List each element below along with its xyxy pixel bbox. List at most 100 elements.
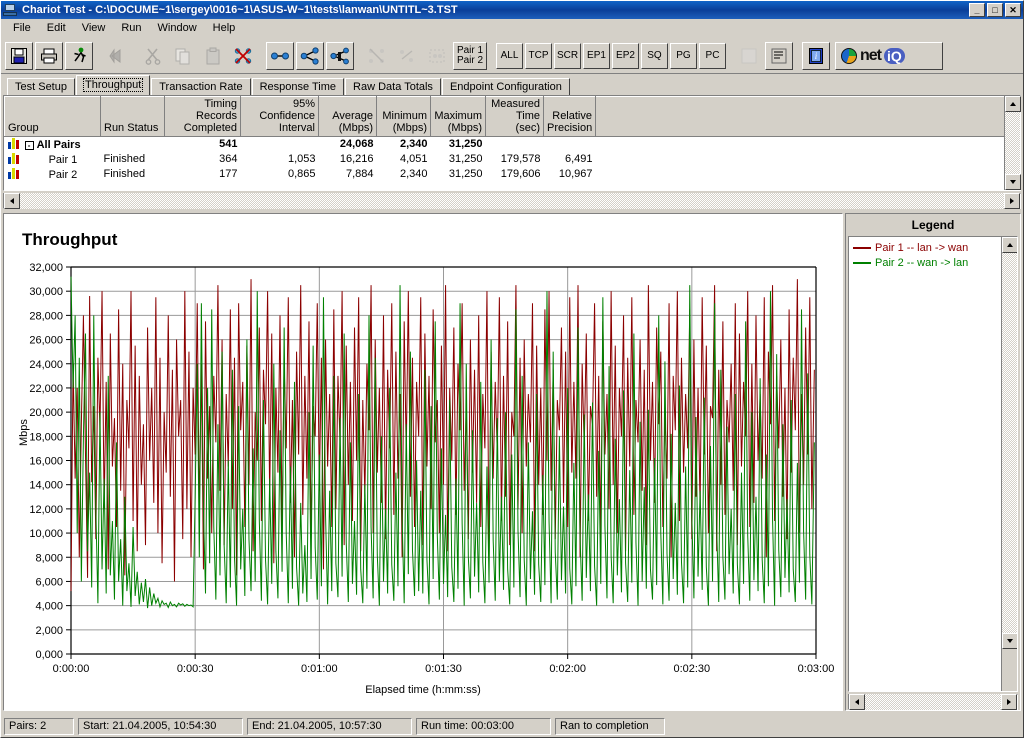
view-pc-button[interactable]: PC [699,42,726,69]
view-sq-button[interactable]: SQ [641,42,668,69]
save-button[interactable] [5,41,33,70]
print-button[interactable] [35,41,63,70]
table-vertical-scrollbar[interactable] [1004,96,1021,190]
netiq-net-text: net [860,46,882,64]
legend-scroll-down-button[interactable] [1002,633,1017,649]
swap-endpoints-button[interactable] [393,41,421,70]
add-multiple-pairs-button[interactable] [296,41,324,70]
menu-item-view[interactable]: View [81,22,106,34]
chart-options-button[interactable] [735,41,763,70]
col-maximum[interactable]: Maximum (Mbps) [430,96,486,137]
results-table-header: Group Run Status Timing Records Completed… [4,96,1020,137]
table-row[interactable]: Pair 1 Finished 364 1,053 16,216 4,051 3… [5,152,1020,167]
scroll-track[interactable] [1005,112,1020,174]
paste-button[interactable] [199,41,227,70]
legend-vertical-scrollbar[interactable] [1001,237,1017,691]
col-average[interactable]: Average (Mbps) [318,96,377,137]
col-run-status[interactable]: Run Status [100,96,165,137]
group-label: Pair 1 [48,153,78,166]
tab-transaction-rate[interactable]: Transaction Rate [151,78,251,96]
table-row[interactable]: - All Pairs 541 24,068 2,340 31,250 [5,137,1020,152]
col-measured-time[interactable]: Measured Time (sec) [485,96,544,137]
scroll-right-button[interactable] [1004,193,1020,209]
pair-edit-icon [330,47,349,64]
legend-horizontal-scrollbar[interactable] [848,694,1018,710]
legend-scroll-up-button[interactable] [1002,237,1017,253]
legend-scroll-track-horizontal[interactable] [865,694,1001,710]
status-result: Ran to completion [555,717,665,735]
close-button[interactable]: ✕ [1005,3,1021,17]
scroll-up-button[interactable] [1005,96,1021,112]
x-tick-label: 0:01:30 [425,663,462,675]
legend-item[interactable]: Pair 2 -- wan -> lan [853,255,1001,270]
y-tick-label: 24,000 [29,359,63,371]
col-timing-records[interactable]: Timing Records Completed [164,96,241,137]
legend-items: Pair 1 -- lan -> wan Pair 2 -- wan -> lan [849,237,1001,691]
status-bar: Pairs: 2 Start: 21.04.2005, 10:54:30 End… [1,715,1023,737]
run-again-button[interactable] [102,41,130,70]
edit-pair-button[interactable] [326,41,354,70]
tab-response-time[interactable]: Response Time [251,78,345,96]
cell-maximum: 31,250 [448,138,483,151]
menu-item-edit[interactable]: Edit [46,22,66,34]
legend-list-box: Pair 1 -- lan -> wan Pair 2 -- wan -> lan [848,236,1018,692]
menu-item-run[interactable]: Run [121,22,142,34]
col-confidence-interval[interactable]: 95% Confidence Interval [240,96,319,137]
view-all-button[interactable]: ALL [496,42,523,69]
main-toolbar: Pair 1 Pair 2 ALL TCP SCR EP1 EP2 SQ PG … [1,38,1023,74]
col-relative-precision[interactable]: Relative Precision [543,96,596,137]
y-tick-label: 0,000 [35,649,63,661]
table-row[interactable]: Pair 2 Finished 177 0,865 7,884 2,340 31… [5,167,1020,182]
results-table-body: - All Pairs 541 24,068 2,340 31,250 Pair [5,137,1020,182]
cell-average: 24,068 [339,138,374,151]
cell-group: Pair 2 [5,167,101,182]
scroll-track-horizontal[interactable] [20,193,1004,209]
run-test-button[interactable] [65,41,93,70]
legend-scroll-left-button[interactable] [849,694,865,710]
legend-scroll-right-button[interactable] [1001,694,1017,710]
tab-throughput[interactable]: Throughput [75,75,151,95]
scroll-left-button[interactable] [4,193,20,209]
view-tcp-button[interactable]: TCP [525,42,552,69]
y-tick-label: 30,000 [29,286,63,298]
copy-pair-button[interactable] [363,41,391,70]
tab-test-setup[interactable]: Test Setup [7,78,75,96]
view-pg-button[interactable]: PG [670,42,697,69]
restore-button[interactable]: □ [987,3,1003,17]
x-tick-label: 0:01:00 [301,663,338,675]
legend-scroll-track[interactable] [1002,253,1017,633]
copy-button[interactable] [169,41,197,70]
tab-endpoint-configuration[interactable]: Endpoint Configuration [441,78,570,96]
minimize-button[interactable]: _ [969,3,985,17]
col-group[interactable]: Group [4,96,101,137]
scroll-down-button[interactable] [1005,174,1021,190]
menu-item-window[interactable]: Window [157,22,197,34]
cell-measured-time: 179,606 [500,168,541,180]
cell-status: Finished [103,168,146,180]
col-minimum[interactable]: Minimum (Mbps) [376,96,431,137]
view-scr-button[interactable]: SCR [554,42,581,69]
about-info-button[interactable]: i [802,41,830,70]
pair-group-icon [429,49,445,62]
netiq-logo[interactable]: net iQ [835,41,943,70]
y-tick-label: 32,000 [29,262,63,274]
cut-button[interactable] [139,41,167,70]
legend-item[interactable]: Pair 1 -- lan -> wan [853,240,1001,255]
group-pairs-button[interactable] [423,41,451,70]
add-pair-button[interactable] [266,41,294,70]
clipboard-icon [206,47,220,64]
menu-item-help[interactable]: Help [212,22,236,34]
view-ep2-button[interactable]: EP2 [612,42,639,69]
view-ep1-button[interactable]: EP1 [583,42,610,69]
pair-swap-icon [400,49,413,62]
expander-toggle[interactable]: - [24,140,34,150]
pair-copy-icon [369,48,384,63]
menu-item-file[interactable]: File [13,22,31,34]
report-button[interactable] [765,41,793,70]
netiq-globe-icon [841,47,857,64]
tab-raw-data-totals[interactable]: Raw Data Totals [345,78,441,96]
delete-pair-button[interactable] [229,41,257,70]
table-horizontal-scrollbar[interactable] [3,193,1021,209]
pair-selector-button[interactable]: Pair 1 Pair 2 [453,41,487,70]
cell-precision: 6,491 [564,153,593,165]
